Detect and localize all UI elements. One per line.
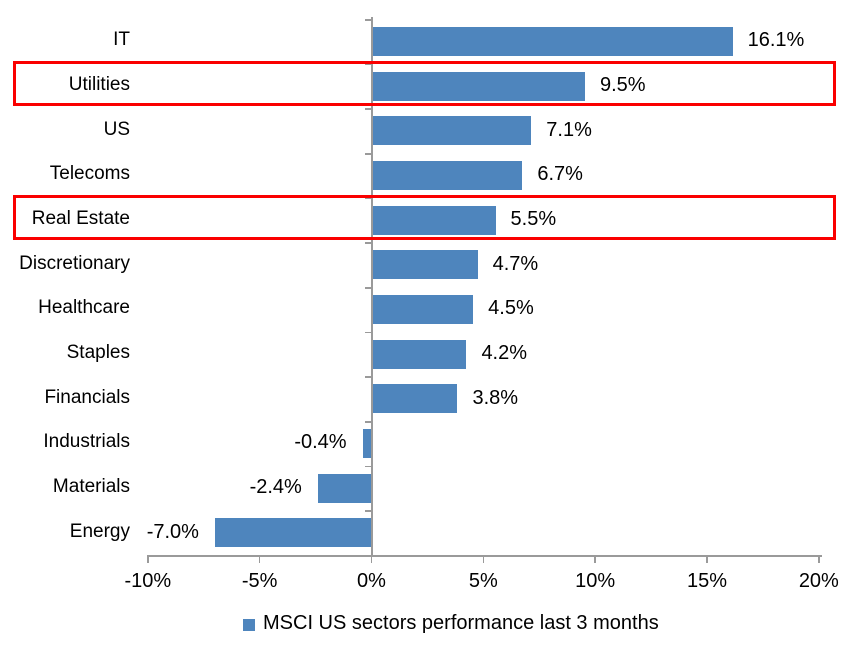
y-axis-tick: [364, 376, 371, 378]
y-axis-tick: [364, 510, 371, 512]
x-tick-label: 0%: [357, 570, 386, 592]
value-label: 16.1%: [747, 29, 805, 52]
highlight-box: [13, 61, 836, 106]
value-label: -0.4%: [294, 431, 347, 454]
value-label: 3.8%: [472, 386, 519, 409]
y-axis-tick: [364, 197, 371, 200]
category-label: Staples: [66, 342, 130, 363]
x-tick-label: 15%: [686, 570, 728, 592]
bar: [317, 473, 372, 503]
bar: [214, 518, 372, 548]
y-axis-tick: [364, 63, 371, 66]
bar: [372, 205, 496, 235]
bar: [372, 116, 532, 146]
value-label: -7.0%: [146, 520, 199, 543]
value-label: 4.5%: [488, 297, 534, 320]
x-axis-tick: [482, 555, 485, 563]
category-label: Telecoms: [49, 163, 130, 185]
bar: [372, 339, 467, 369]
bar: [372, 160, 523, 190]
x-axis-tick: [706, 555, 708, 563]
y-axis-tick: [364, 421, 371, 423]
value-label: 6.7%: [537, 163, 583, 186]
y-axis-tick: [364, 19, 371, 21]
bar: [372, 250, 478, 280]
category-label: Healthcare: [38, 297, 130, 319]
value-label: -2.4%: [249, 476, 302, 498]
x-axis-tick: [147, 555, 149, 563]
x-tick-label: 10%: [575, 570, 616, 592]
legend-label: MSCI US sectors performance last 3 month…: [263, 612, 659, 634]
category-label: Financials: [44, 386, 130, 408]
legend-swatch-icon: [243, 618, 255, 631]
category-label: Energy: [69, 520, 130, 542]
highlight-box: [13, 195, 836, 240]
value-label: 4.7%: [492, 252, 539, 275]
y-axis-tick: [364, 465, 371, 468]
x-axis-tick: [594, 555, 596, 563]
y-axis-tick: [364, 287, 371, 289]
bar: [362, 428, 372, 458]
x-axis: [147, 555, 822, 557]
category-label: Real Estate: [31, 208, 130, 229]
value-label: 7.1%: [546, 118, 592, 141]
category-label: Industrials: [43, 431, 130, 453]
x-tick-label: -10%: [124, 570, 172, 592]
value-label: 5.5%: [510, 208, 557, 230]
x-tick-label: 20%: [798, 570, 839, 592]
y-axis: [370, 17, 373, 555]
value-label: 9.5%: [599, 74, 646, 96]
legend: MSCI US sectors performance last 3 month…: [243, 612, 659, 635]
bar: [372, 26, 733, 56]
category-label: Materials: [52, 476, 130, 497]
x-axis-tick: [818, 555, 820, 563]
x-tick-label: 5%: [468, 570, 498, 592]
category-label: Discretionary: [19, 252, 130, 274]
y-axis-tick: [364, 108, 371, 110]
bar: [372, 71, 585, 101]
y-axis-tick: [364, 153, 371, 155]
category-label: US: [103, 118, 130, 140]
category-label: Utilities: [68, 74, 130, 95]
x-tick-label: -5%: [241, 570, 278, 592]
bar: [372, 294, 474, 324]
category-label: IT: [113, 29, 130, 51]
x-axis-tick: [258, 555, 261, 563]
x-axis-tick: [370, 555, 373, 563]
value-label: 4.2%: [481, 342, 528, 364]
y-axis-tick: [364, 331, 371, 334]
bar: [372, 384, 458, 414]
y-axis-tick: [364, 242, 371, 244]
